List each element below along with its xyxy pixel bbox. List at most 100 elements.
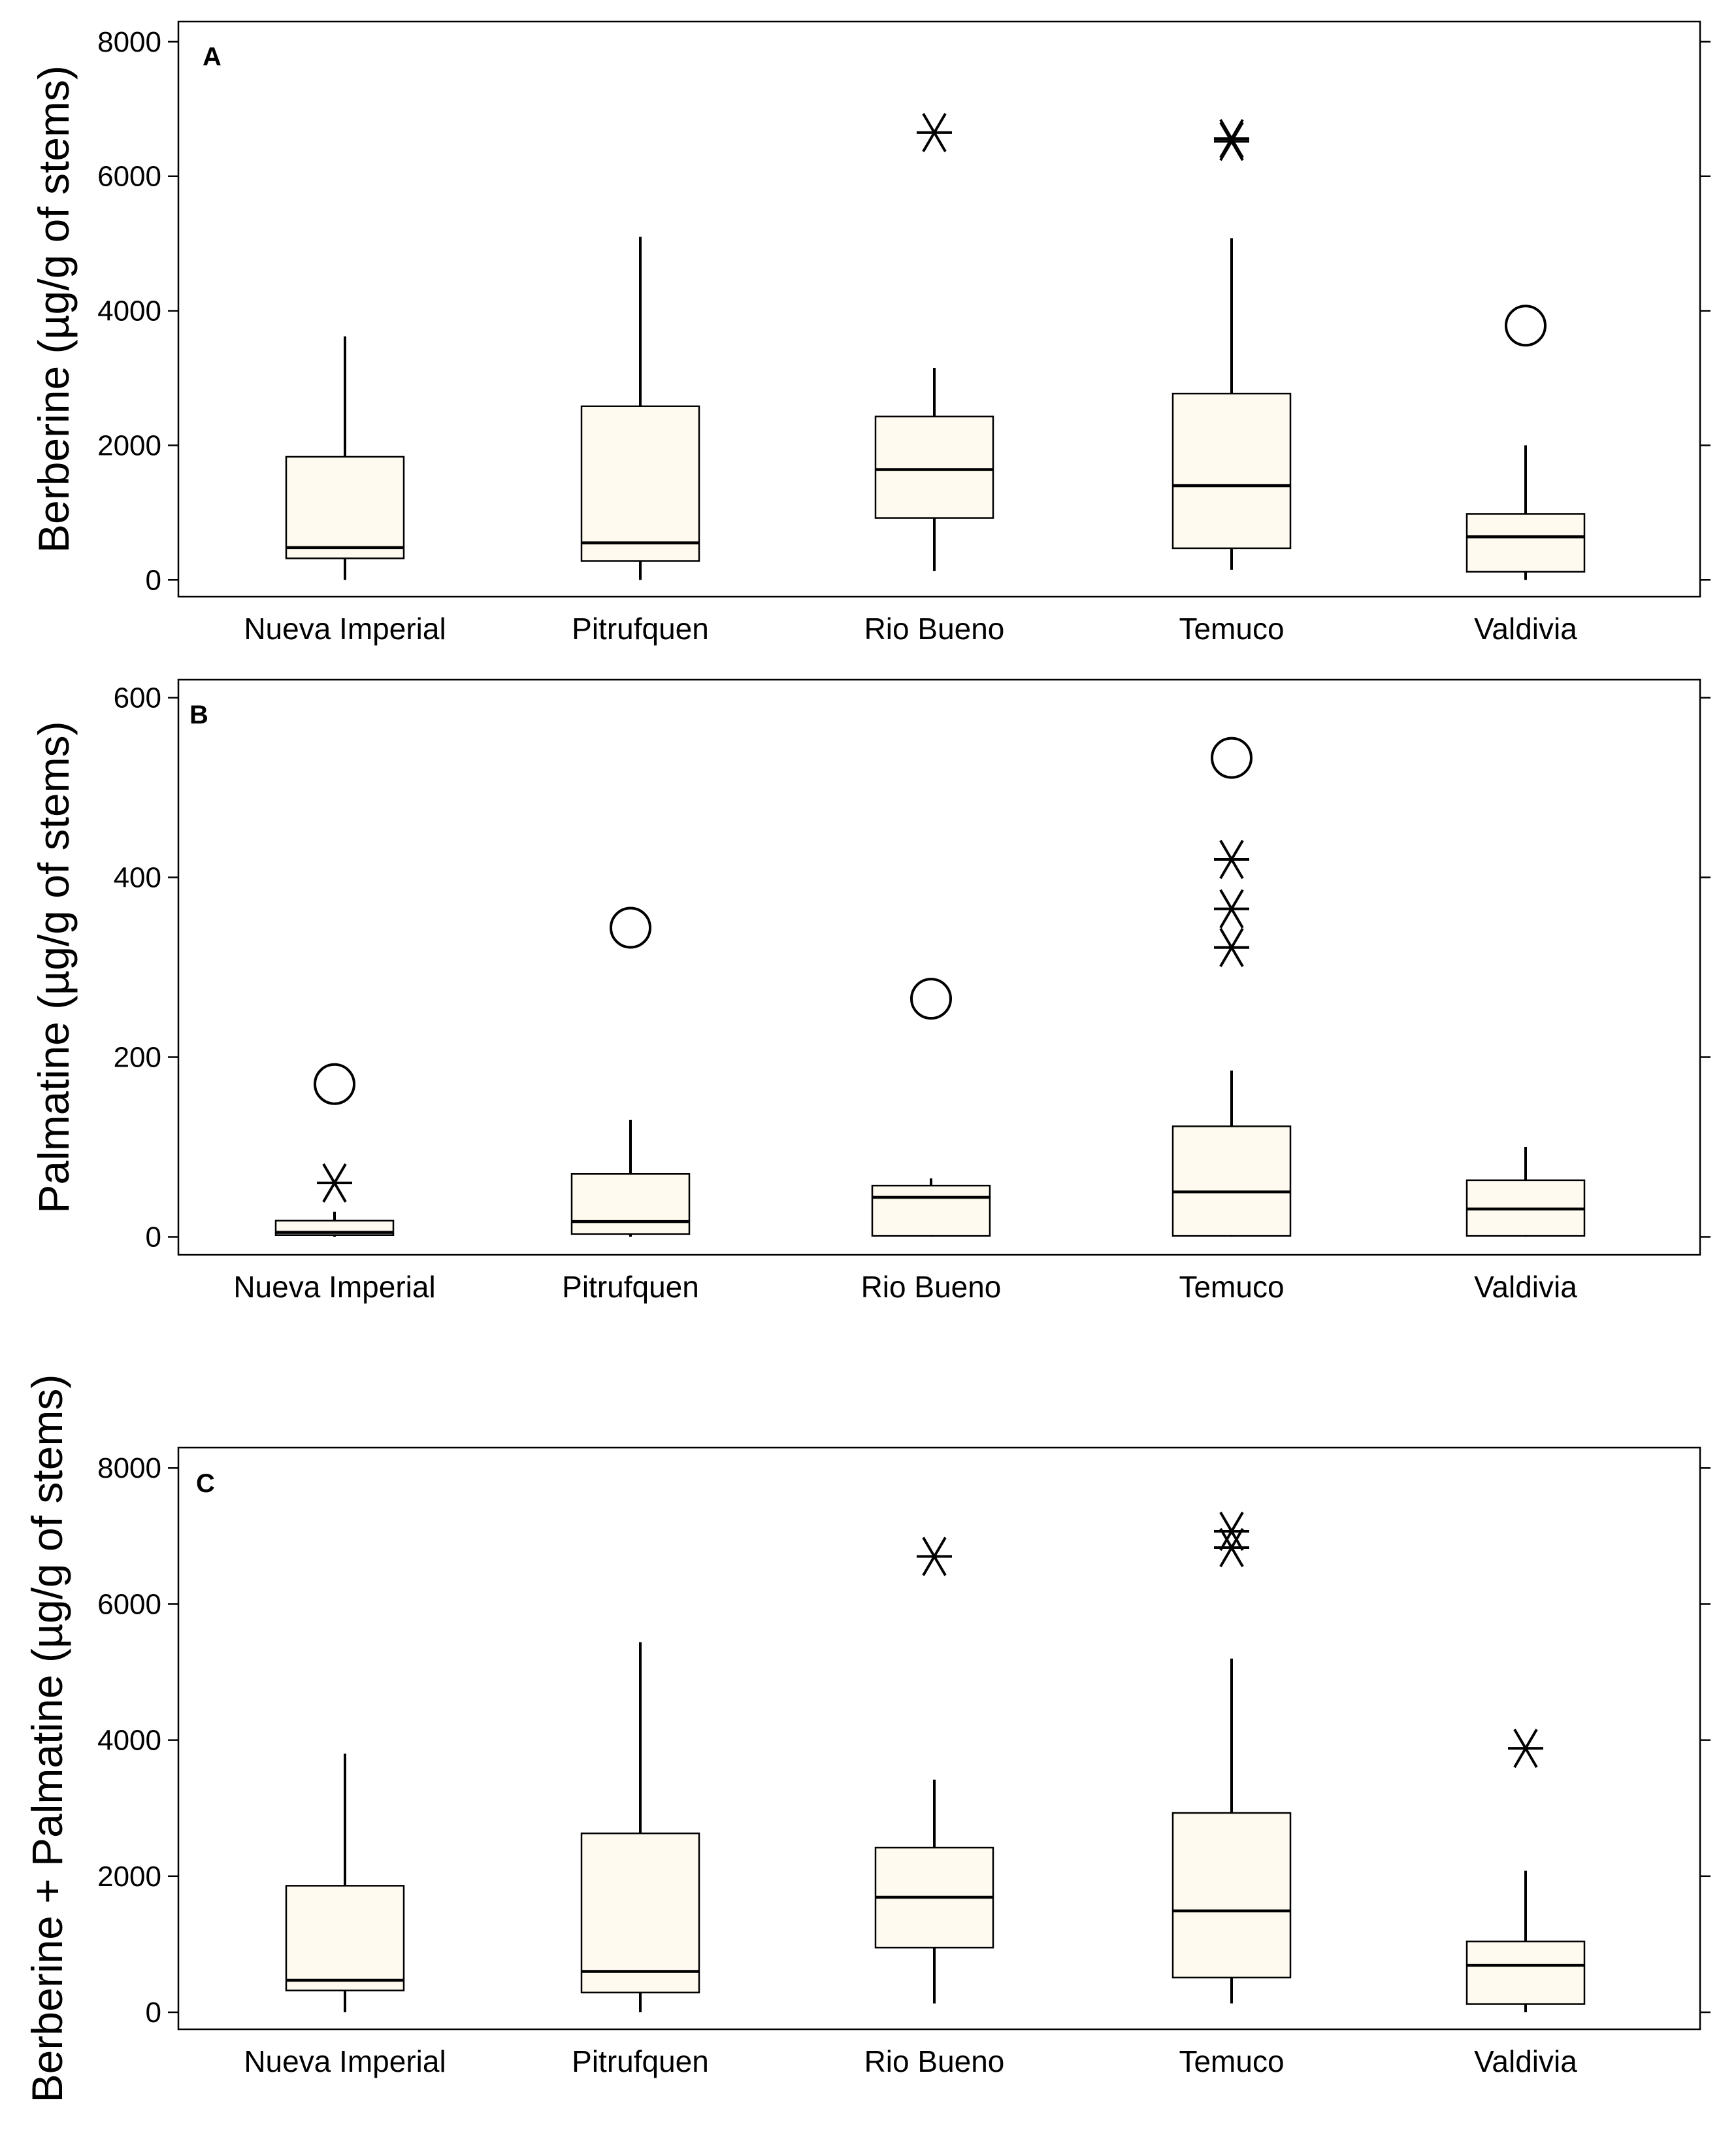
asterisk-stroke: [1219, 889, 1244, 929]
iqr-box: [871, 1184, 991, 1237]
extreme-asterisk: [1214, 927, 1249, 967]
y-tick-label: 4000: [97, 295, 161, 327]
category-label: Rio Bueno: [861, 1270, 1002, 1304]
box-a-2: [580, 237, 700, 580]
box-b-1: [274, 1063, 395, 1237]
extreme-asterisk: [1214, 1512, 1249, 1552]
category-label: Pitrufquen: [562, 1270, 699, 1304]
y-tick-label: 4000: [97, 1725, 161, 1757]
extreme-asterisk: [1214, 839, 1249, 880]
iqr-box: [1171, 392, 1292, 550]
y-tick-label: 2000: [97, 1861, 161, 1893]
iqr-box: [580, 1832, 700, 1994]
y-tick-label: 600: [114, 682, 161, 714]
y-tick-label: 6000: [97, 1588, 161, 1620]
panel-b-boxes: [274, 737, 1586, 1237]
asterisk-stroke: [1219, 119, 1244, 159]
iqr-box: [580, 405, 700, 562]
category-label: Nueva Imperial: [244, 612, 446, 646]
outlier-circle: [1211, 737, 1253, 779]
iqr-box: [874, 415, 994, 519]
y-tick-label: 400: [114, 862, 161, 894]
box-c-5: [1466, 1729, 1586, 2012]
box-a-1: [285, 336, 405, 580]
box-c-2: [580, 1642, 700, 2012]
panel-c-frame: [177, 1446, 1701, 2031]
asterisk-stroke: [922, 112, 947, 152]
extreme-asterisk: [1214, 1528, 1249, 1568]
iqr-box: [570, 1173, 691, 1235]
category-label: Temuco: [1179, 612, 1284, 646]
asterisk-stroke: [1219, 1512, 1244, 1552]
box-a-4: [1171, 119, 1292, 570]
extreme-asterisk: [1214, 119, 1249, 159]
box-a-5: [1466, 305, 1586, 580]
panel-b: B Palmatine (µg/g of stems) 0 200 400 600 N…: [29, 678, 1711, 1304]
panel-a-frame: [177, 20, 1701, 598]
category-label: Valdivia: [1474, 1270, 1577, 1304]
panel-b-ylabel: Palmatine (µg/g of stems): [29, 721, 78, 1213]
panel-a-ylabel: Berberine (µg/g of stems): [29, 65, 78, 553]
extreme-asterisk: [1214, 122, 1249, 161]
y-tick-label: 8000: [97, 26, 161, 58]
category-label: Valdivia: [1474, 2044, 1577, 2078]
y-tick-label: 6000: [97, 161, 161, 193]
asterisk-stroke: [322, 1163, 347, 1203]
box-b-3: [871, 978, 991, 1237]
panel-c-ylabel: Berberine + Palmatine (µg/g of stems): [23, 1374, 71, 2103]
asterisk-stroke: [1219, 1528, 1244, 1568]
panel-c-boxes: [285, 1512, 1586, 2012]
panel-b-categories: Nueva Imperial Pitrufquen Rio Bueno Temuco V…: [233, 1270, 1577, 1304]
y-tick-label: 0: [146, 1221, 161, 1254]
panel-c-categories: Nueva Imperial Pitrufquen Rio Bueno Temuco V…: [244, 2044, 1577, 2078]
extreme-asterisk: [917, 1537, 952, 1576]
panel-b-ticks: 0 200 400 600: [114, 682, 1711, 1254]
y-tick-label: 2000: [97, 429, 161, 461]
extreme-asterisk: [1214, 889, 1249, 929]
y-tick-label: 0: [146, 1997, 161, 2029]
iqr-box: [285, 456, 405, 559]
extreme-asterisk: [1508, 1729, 1543, 1769]
extreme-asterisk: [917, 112, 952, 152]
panel-c-letter: C: [196, 1469, 215, 1498]
asterisk-stroke: [1513, 1729, 1538, 1769]
category-label: Temuco: [1179, 2044, 1284, 2078]
iqr-box: [1466, 513, 1586, 573]
extreme-asterisk: [317, 1163, 352, 1203]
asterisk-stroke: [1219, 839, 1244, 880]
iqr-box: [1171, 1812, 1292, 1979]
category-label: Pitrufquen: [572, 612, 709, 646]
category-label: Pitrufquen: [572, 2044, 709, 2078]
outlier-circle: [610, 906, 651, 949]
panel-a-categories: Nueva Imperial Pitrufquen Rio Bueno Temuco V…: [244, 612, 1577, 646]
box-c-1: [285, 1753, 405, 2012]
box-b-4: [1171, 737, 1292, 1237]
outlier-circle: [314, 1063, 355, 1105]
box-c-4: [1171, 1512, 1292, 2004]
panel-c: C Berberine + Palmatine (µg/g of stems) …: [23, 1374, 1711, 2103]
iqr-box: [285, 1885, 405, 1991]
category-label: Rio Bueno: [864, 612, 1005, 646]
category-label: Valdivia: [1474, 612, 1577, 646]
panel-b-frame: [177, 678, 1701, 1256]
category-label: Nueva Imperial: [244, 2044, 446, 2078]
panel-b-letter: B: [189, 701, 208, 729]
panel-a: A Berberine (µg/g of stems) 0 2000 4000 600…: [29, 20, 1711, 646]
y-tick-label: 8000: [97, 1452, 161, 1484]
category-label: Nueva Imperial: [233, 1270, 435, 1304]
panel-a-ticks: 0 2000 4000 6000 8000: [97, 26, 1711, 596]
box-b-2: [570, 906, 691, 1237]
panel-a-letter: A: [203, 42, 221, 71]
iqr-box: [1466, 1940, 1586, 2005]
iqr-box: [1171, 1125, 1292, 1237]
asterisk-stroke: [1219, 122, 1244, 161]
asterisk-stroke: [922, 1537, 947, 1576]
category-label: Temuco: [1179, 1270, 1284, 1304]
outlier-circle: [1505, 305, 1547, 347]
panel-c-ticks: 0 2000 4000 6000 8000: [97, 1452, 1711, 2029]
y-tick-label: 200: [114, 1042, 161, 1074]
asterisk-stroke: [1219, 927, 1244, 967]
outlier-circle: [910, 978, 952, 1020]
panel-a-boxes: [285, 112, 1586, 580]
